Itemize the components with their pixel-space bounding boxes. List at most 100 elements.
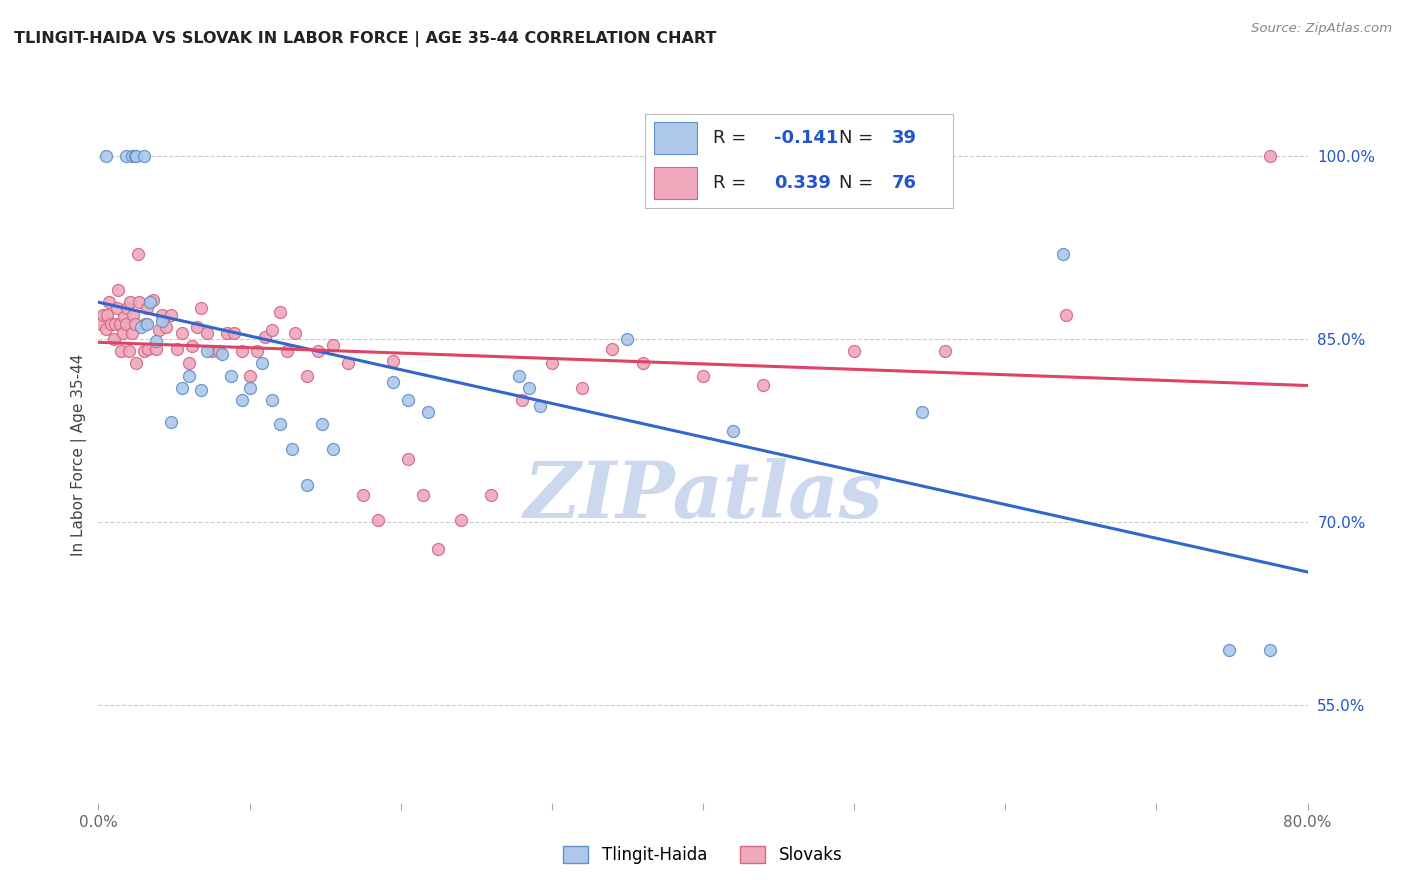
Legend: Tlingit-Haida, Slovaks: Tlingit-Haida, Slovaks: [557, 839, 849, 871]
Point: [90, 318, 112, 332]
Point: [517, 381, 540, 395]
Point: [100, 318, 122, 332]
Point: [396, 451, 419, 466]
Point: [262, 392, 284, 407]
Text: ZIPatlas: ZIPatlas: [523, 458, 883, 535]
Point: [322, 442, 344, 456]
Point: [253, 329, 276, 343]
Point: [262, 323, 284, 337]
Point: [155, 319, 177, 334]
Point: [412, 488, 434, 502]
Point: [105, 301, 128, 316]
Point: [276, 344, 298, 359]
Point: [170, 326, 193, 340]
Point: [508, 368, 530, 383]
Point: [181, 339, 204, 353]
Point: [215, 326, 238, 340]
Point: [231, 344, 253, 359]
Point: [269, 305, 291, 319]
Point: [148, 323, 170, 337]
Point: [382, 354, 405, 368]
Point: [94, 322, 117, 336]
Point: [135, 318, 157, 332]
Point: [115, 301, 138, 316]
Point: [170, 381, 193, 395]
Point: [195, 326, 218, 340]
Point: [145, 342, 167, 356]
Point: [110, 344, 132, 359]
Point: [125, 149, 148, 163]
Point: [150, 313, 173, 327]
Point: [281, 442, 304, 456]
Point: [98, 295, 121, 310]
Point: [540, 356, 562, 370]
Point: [295, 368, 318, 383]
Point: [139, 295, 162, 310]
Point: [118, 344, 141, 359]
Point: [127, 246, 149, 260]
Point: [911, 405, 934, 419]
Point: [396, 392, 419, 407]
Point: [367, 513, 389, 527]
Point: [142, 293, 165, 307]
Point: [307, 344, 329, 359]
Point: [201, 344, 224, 359]
Point: [114, 318, 136, 332]
Point: [166, 342, 188, 356]
Point: [311, 417, 333, 432]
Point: [124, 149, 146, 163]
Y-axis label: In Labor Force | Age 35-44: In Labor Force | Age 35-44: [72, 354, 87, 556]
Point: [510, 392, 533, 407]
Point: [134, 318, 156, 332]
Point: [239, 381, 262, 395]
Point: [124, 318, 146, 332]
Point: [221, 368, 243, 383]
Point: [602, 342, 624, 356]
Point: [208, 344, 231, 359]
Point: [145, 334, 167, 349]
Point: [111, 326, 134, 340]
Point: [239, 368, 262, 383]
Point: [112, 310, 135, 324]
Point: [114, 149, 136, 163]
Point: [135, 301, 157, 316]
Point: [631, 356, 654, 370]
Point: [211, 346, 233, 360]
Point: [481, 488, 503, 502]
Point: [122, 308, 145, 322]
Point: [692, 368, 714, 383]
Point: [125, 356, 148, 370]
Point: [121, 149, 143, 163]
Text: Source: ZipAtlas.com: Source: ZipAtlas.com: [1251, 22, 1392, 36]
Point: [107, 283, 129, 297]
Point: [108, 318, 131, 332]
Point: [179, 356, 201, 370]
Point: [160, 415, 183, 429]
Point: [1052, 246, 1074, 260]
Point: [295, 478, 318, 492]
Point: [132, 149, 155, 163]
Point: [1258, 643, 1281, 657]
Point: [91, 308, 114, 322]
Point: [382, 375, 405, 389]
Point: [150, 308, 173, 322]
Point: [1054, 308, 1077, 322]
Point: [269, 417, 291, 432]
Point: [224, 326, 246, 340]
Point: [336, 356, 359, 370]
Point: [529, 399, 551, 413]
Point: [195, 344, 218, 359]
Text: TLINGIT-HAIDA VS SLOVAK IN LABOR FORCE | AGE 35-44 CORRELATION CHART: TLINGIT-HAIDA VS SLOVAK IN LABOR FORCE |…: [14, 31, 717, 47]
Point: [284, 326, 307, 340]
Point: [1218, 643, 1240, 657]
Point: [231, 392, 253, 407]
Point: [160, 308, 183, 322]
Point: [94, 149, 117, 163]
Point: [723, 424, 745, 438]
Point: [616, 332, 638, 346]
Point: [129, 319, 152, 334]
Point: [752, 378, 775, 392]
Point: [120, 295, 142, 310]
Point: [96, 308, 118, 322]
Point: [132, 344, 155, 359]
